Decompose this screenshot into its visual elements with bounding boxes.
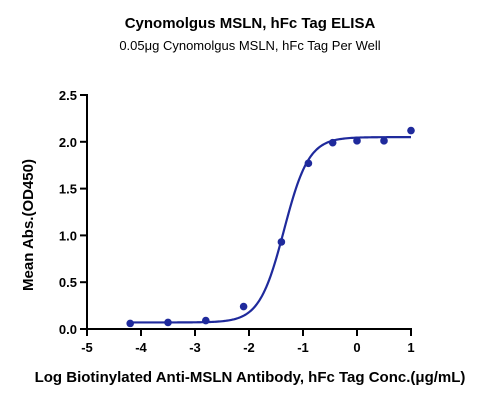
- y-tick-label: 0.0: [59, 322, 77, 337]
- x-tick-label: -3: [189, 340, 201, 355]
- data-point: [277, 238, 286, 246]
- x-tick-label: -2: [243, 340, 255, 355]
- chart-title: Cynomolgus MSLN, hFc Tag ELISA: [125, 15, 376, 32]
- x-axis-label: Log Biotinylated Anti-MSLN Antibody, hFc…: [35, 369, 466, 386]
- data-point: [380, 137, 388, 145]
- data-points-layer: [126, 126, 415, 328]
- data-point: [304, 159, 313, 168]
- data-point: [353, 137, 361, 145]
- data-point: [407, 126, 415, 135]
- y-tick-label: 2.0: [59, 135, 77, 150]
- y-tick-label: 1.5: [59, 182, 77, 197]
- x-tick-label: 1: [407, 340, 414, 355]
- data-point: [328, 138, 337, 147]
- data-point: [126, 319, 134, 328]
- x-tick-label: -4: [135, 340, 147, 355]
- data-point: [164, 318, 172, 327]
- y-tick-label: 2.5: [59, 88, 77, 103]
- fit-curve: [130, 136, 411, 324]
- data-point: [202, 316, 210, 325]
- y-tick-label: 0.5: [59, 275, 77, 290]
- x-tick-label: 0: [353, 340, 360, 355]
- y-axis-label: Mean Abs.(OD450): [20, 159, 37, 291]
- y-tick-label: 1.0: [59, 228, 77, 243]
- x-tick-label: -1: [297, 340, 309, 355]
- axes: 0.0 0.5 1.0 1.5 2.0 2.5 -5 -4 -3 -2 -1 0 1: [59, 88, 415, 355]
- fit-curve-layer: [130, 136, 411, 324]
- x-tick-label: -5: [81, 340, 93, 355]
- chart-subtitle: 0.05μg Cynomolgus MSLN, hFc Tag Per Well: [119, 38, 380, 53]
- data-point: [239, 302, 248, 311]
